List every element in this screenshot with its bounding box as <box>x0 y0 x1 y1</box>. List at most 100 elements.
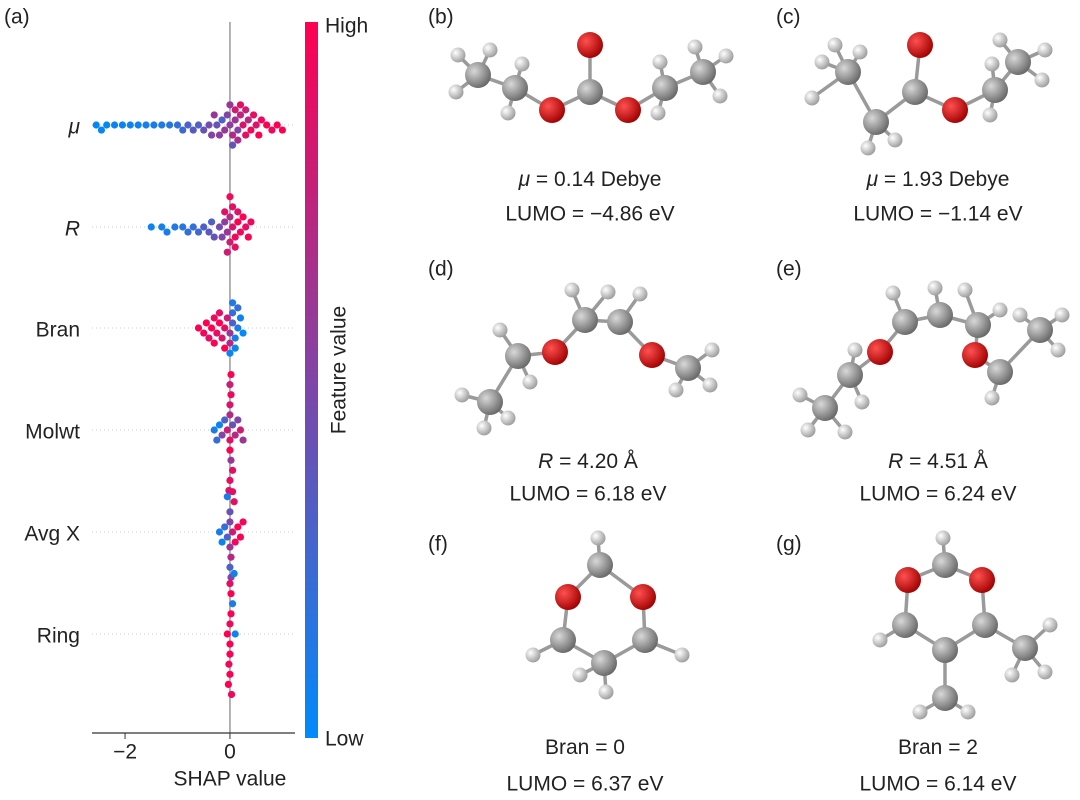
dot <box>236 101 245 109</box>
atom <box>932 552 958 578</box>
atom <box>837 362 863 388</box>
dot <box>218 334 226 342</box>
dot <box>213 436 221 444</box>
dot <box>225 660 233 668</box>
atom <box>668 382 684 398</box>
atom <box>860 140 876 156</box>
dot <box>221 324 229 332</box>
atom <box>969 567 995 593</box>
caption-line: Bran = 0 <box>545 736 625 759</box>
dot <box>207 218 216 226</box>
atom <box>863 109 889 135</box>
atom <box>650 105 666 121</box>
dot <box>226 329 234 337</box>
dot <box>231 233 239 241</box>
dot <box>234 136 242 144</box>
feature-label: μ <box>67 116 80 139</box>
dot <box>228 299 237 307</box>
dot <box>223 426 231 434</box>
atom <box>835 59 861 85</box>
caption-symbol: R <box>888 450 903 473</box>
dot <box>268 126 276 134</box>
atom <box>1027 317 1053 343</box>
atom <box>555 584 581 610</box>
dot <box>179 223 187 231</box>
dot <box>227 690 236 699</box>
atom <box>1012 307 1028 323</box>
feature-label: Ring <box>37 625 80 648</box>
dot <box>189 223 197 231</box>
dot <box>221 416 229 424</box>
dot <box>134 121 142 129</box>
dot <box>194 228 203 236</box>
dot <box>171 223 179 231</box>
atom <box>1034 72 1050 88</box>
atom <box>800 422 816 438</box>
atom <box>630 584 656 610</box>
dot <box>273 121 281 129</box>
atom <box>992 302 1008 318</box>
dot <box>234 218 242 226</box>
atom <box>1042 617 1058 633</box>
dot <box>234 324 242 332</box>
caption-symbol: R <box>538 450 553 473</box>
atom <box>600 284 616 300</box>
dot <box>223 493 231 501</box>
dot <box>228 309 237 317</box>
dot <box>226 650 234 658</box>
dot <box>252 121 260 129</box>
panel-label: (e) <box>776 258 802 281</box>
dot <box>239 213 247 221</box>
atom <box>712 88 728 104</box>
dot <box>228 203 237 211</box>
dot <box>184 121 192 129</box>
atom <box>927 302 953 328</box>
atom <box>675 355 701 381</box>
dot <box>223 630 231 638</box>
dot <box>226 193 234 201</box>
atom <box>912 704 928 720</box>
caption-line: Bran = 2 <box>898 736 978 759</box>
dot <box>239 329 247 337</box>
dot <box>226 213 234 221</box>
x-tick-label: −2 <box>113 741 137 764</box>
atom <box>972 612 998 638</box>
atom <box>987 359 1013 385</box>
caption-line: LUMO = −1.14 eV <box>853 203 1022 226</box>
dot <box>215 309 224 317</box>
atom <box>932 637 958 663</box>
dot <box>236 228 245 236</box>
atom <box>477 389 503 415</box>
panel-label: (g) <box>776 533 802 556</box>
caption-line: LUMO = 6.14 eV <box>860 773 1017 796</box>
dot <box>142 121 150 129</box>
atom <box>674 647 690 663</box>
dot <box>234 304 242 312</box>
atom <box>837 424 853 440</box>
dot <box>228 319 237 327</box>
atom <box>615 97 641 123</box>
dot <box>223 248 231 256</box>
atom <box>652 75 678 101</box>
atom <box>982 107 998 123</box>
atom <box>448 84 464 100</box>
dot <box>210 426 218 434</box>
caption-text: = 4.51 Å <box>903 450 988 473</box>
atom <box>1037 42 1053 58</box>
atom <box>639 342 665 368</box>
dot <box>228 466 237 474</box>
dot <box>213 329 221 337</box>
caption-line: LUMO = −4.86 eV <box>505 203 674 226</box>
dot <box>194 324 203 332</box>
dot <box>234 416 242 424</box>
dot <box>210 233 218 241</box>
atom <box>827 37 843 53</box>
dot <box>226 339 234 347</box>
atom <box>542 339 568 365</box>
caption-line: μ = 0.14 Debye <box>518 168 662 191</box>
dot <box>263 121 271 129</box>
dot <box>236 314 245 322</box>
caption-text: = 1.93 Debye <box>878 168 1009 191</box>
caption-symbol: μ <box>518 168 531 191</box>
